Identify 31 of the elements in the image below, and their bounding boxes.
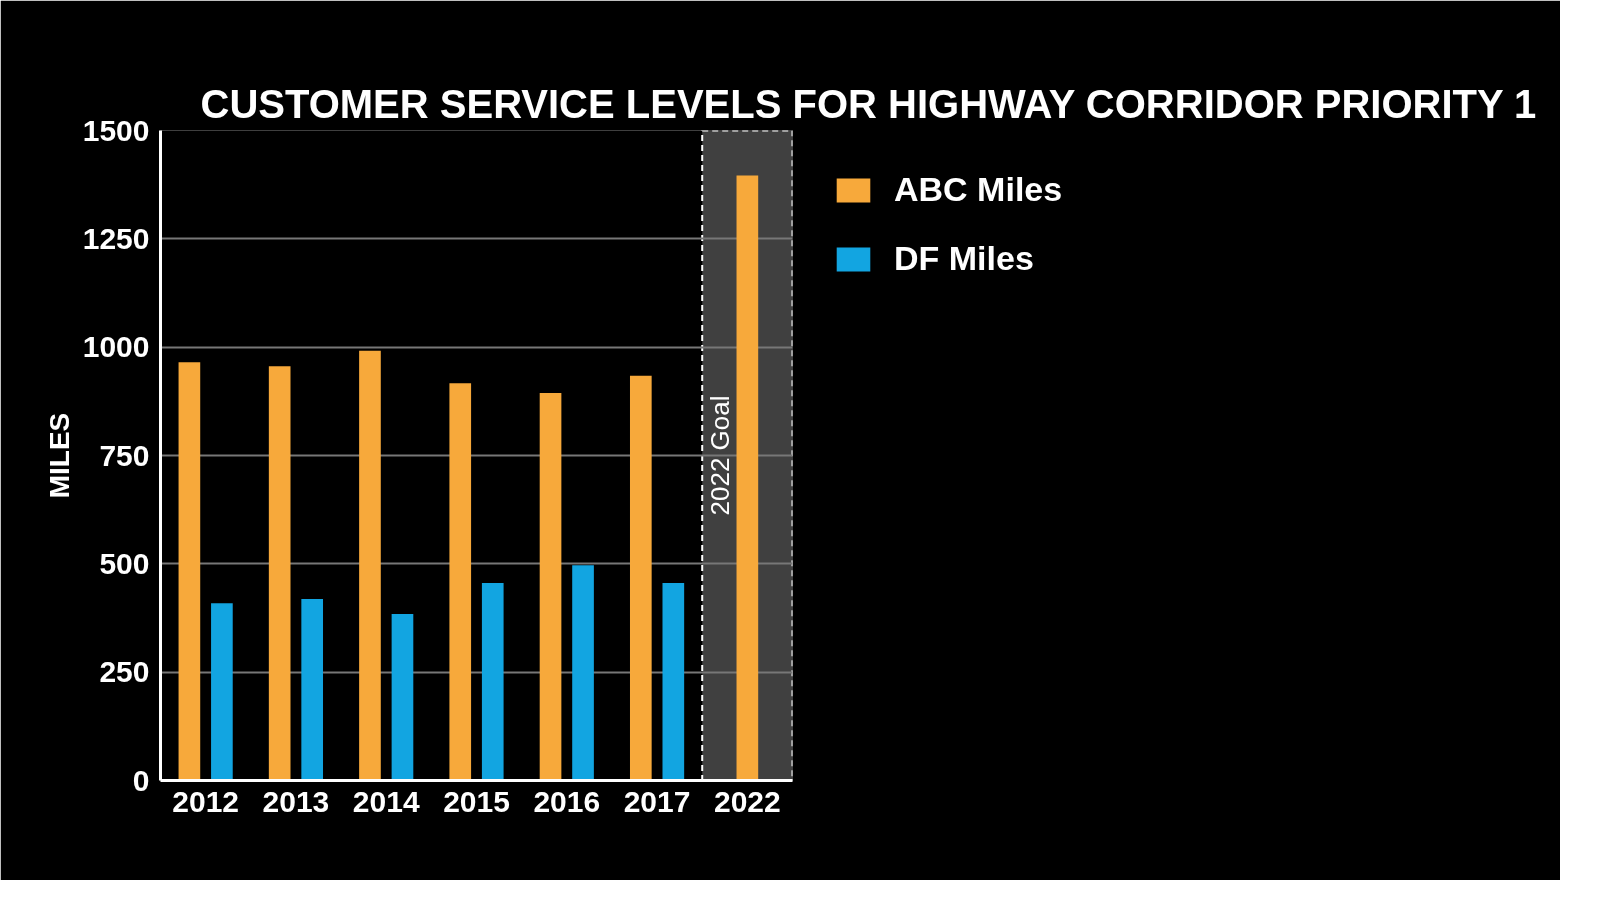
y-tick-label: 0	[132, 763, 150, 797]
bar	[481, 582, 504, 781]
bar	[539, 393, 562, 781]
y-tick-label: 250	[99, 655, 150, 689]
x-tick-label: 2017	[623, 784, 691, 818]
bar	[178, 362, 201, 781]
x-tick-label: 2016	[533, 784, 601, 818]
band-label: 2022 Goal	[705, 395, 736, 516]
y-tick-label: 1250	[82, 221, 150, 255]
bar	[449, 383, 472, 781]
bar	[391, 614, 414, 781]
y-axis-title: MILES	[43, 412, 75, 499]
y-tick-label: 750	[99, 438, 150, 472]
bar	[662, 582, 685, 781]
chart-title: CUSTOMER SERVICE LEVELS FOR HIGHWAY CORRIDOR PRIORITY 1	[200, 81, 1537, 126]
bar	[268, 366, 291, 781]
legend-label: DF Miles	[894, 239, 1034, 278]
x-tick-label: 2014	[352, 784, 420, 818]
x-tick-label: 2015	[443, 784, 510, 818]
bar	[359, 350, 381, 781]
bar	[211, 603, 233, 781]
bar	[572, 565, 594, 781]
x-tick-label: 2012	[172, 784, 240, 818]
bar	[629, 375, 652, 781]
y-tick-label: 1500	[82, 113, 150, 147]
y-tick-label: 1000	[82, 330, 150, 364]
bar	[301, 598, 324, 781]
legend-label: ABC Miles	[894, 170, 1063, 209]
y-tick-label: 500	[99, 546, 150, 580]
x-tick-label: 2013	[262, 784, 330, 818]
x-tick-label: 2022	[713, 784, 781, 818]
